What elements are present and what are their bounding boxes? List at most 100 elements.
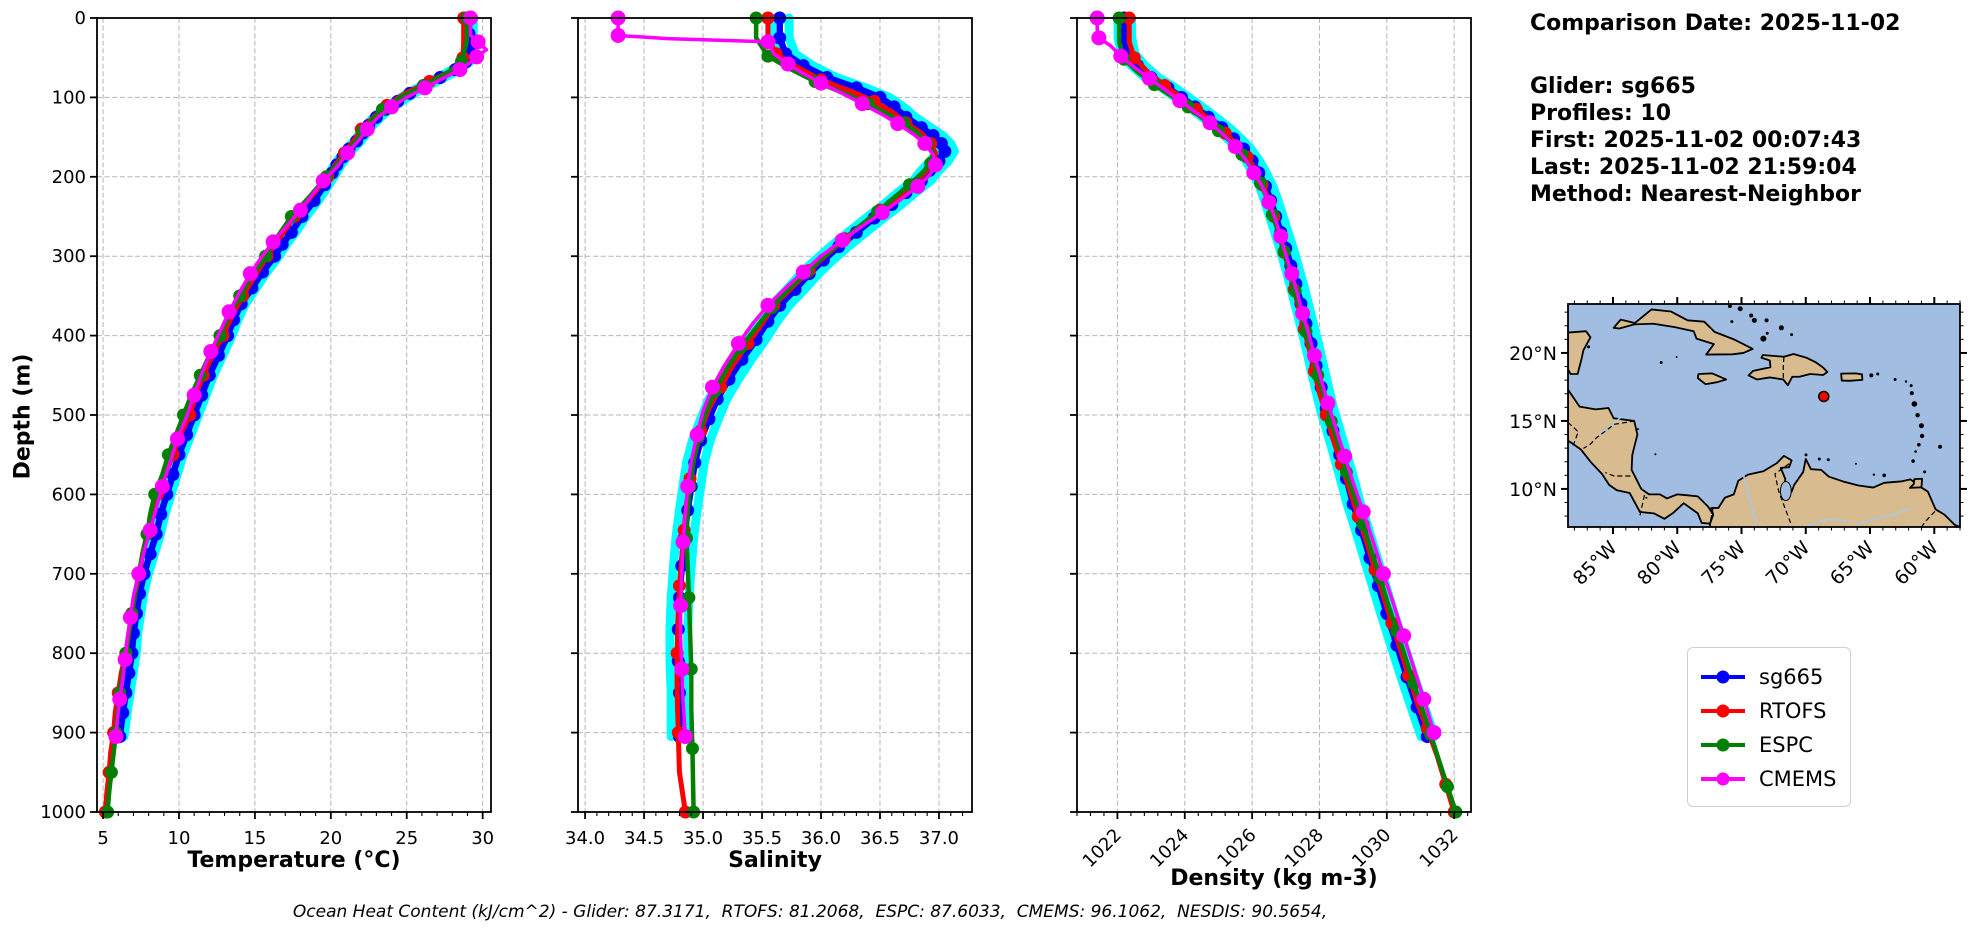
legend-line-marker-icon — [1701, 704, 1745, 718]
island — [1872, 473, 1876, 476]
cmems-marker — [452, 62, 468, 78]
land-polygon — [1709, 454, 1960, 527]
land-polygon — [1747, 353, 1829, 387]
island — [1909, 384, 1913, 388]
cmems-marker — [292, 202, 308, 218]
x-tick-label: 1024 — [1146, 825, 1193, 872]
salinity_profile-chart: 34.0 34.5 35.0 35.5 36.0 36.5 37.0 — [565, 10, 973, 849]
cmems-marker — [1202, 115, 1218, 131]
cmems-marker — [142, 522, 158, 538]
cmems-marker — [169, 431, 185, 447]
cmems-marker — [1320, 395, 1336, 411]
sg665-marker — [938, 144, 952, 158]
cmems-marker — [927, 157, 943, 173]
land-polygon — [1612, 308, 1754, 356]
cmems-marker — [673, 598, 689, 614]
cmems-marker — [1284, 266, 1300, 282]
temperature-axis-label: Temperature (°C) — [187, 848, 401, 873]
salinity-axis-label: Salinity — [728, 848, 822, 873]
island — [1893, 377, 1897, 381]
cmems-marker — [610, 27, 626, 43]
cmems-marker — [203, 343, 219, 359]
lake-maracaibo — [1779, 480, 1792, 501]
island — [1854, 462, 1857, 465]
x-tick-label: 1030 — [1348, 825, 1395, 872]
island — [1751, 317, 1757, 323]
land-polygon — [1840, 372, 1864, 382]
island — [1911, 459, 1915, 463]
sg665-marker — [154, 507, 168, 521]
x-tick-label: 36.0 — [801, 828, 841, 849]
svg-text:1024: 1024 — [1146, 825, 1193, 872]
island — [1764, 318, 1769, 323]
map-frame — [1567, 303, 1961, 528]
cmems-line — [616, 16, 938, 739]
x-tick-label: 20 — [319, 828, 342, 849]
svg-text:1026: 1026 — [1213, 825, 1260, 872]
x-tick-label: 10 — [168, 828, 191, 849]
island — [1727, 304, 1732, 309]
cmems-marker — [469, 49, 485, 65]
cmems-marker — [1273, 228, 1289, 244]
glider-id-text: Glider: sg665 — [1530, 74, 1696, 99]
country-border — [1583, 420, 1635, 449]
x-tick-label: 1026 — [1213, 825, 1260, 872]
sg665-marker — [122, 666, 136, 680]
legend-item-cmems: CMEMS — [1700, 762, 1838, 796]
depth-tick-label: 100 — [52, 87, 86, 108]
island — [1645, 496, 1648, 499]
x-tick-label: 35.5 — [742, 828, 782, 849]
cmems-marker — [1426, 725, 1442, 741]
map-lon-label: 75°W — [1697, 537, 1750, 590]
cmems-marker — [1355, 504, 1371, 520]
espc-marker — [761, 49, 775, 63]
island — [1659, 360, 1663, 364]
island — [1918, 423, 1924, 429]
cmems-marker — [854, 96, 870, 112]
island — [1919, 433, 1925, 439]
cmems-marker — [674, 661, 690, 677]
country-border — [1605, 472, 1631, 477]
x-tick-label: 30 — [471, 828, 494, 849]
cmems-marker — [917, 135, 933, 151]
cmems-marker — [813, 75, 829, 91]
country-border — [1774, 463, 1793, 526]
glider-location-map: 10°N 15°N 20°N 85°W 80°W 75°W 70°W 65°W 60°W — [1509, 297, 1967, 590]
depth-tick-label: 800 — [52, 643, 86, 664]
cmems-marker — [1261, 194, 1277, 210]
island — [1790, 333, 1794, 337]
island — [1869, 373, 1874, 378]
x-tick-label: 1032 — [1415, 825, 1462, 872]
island — [1817, 457, 1821, 461]
cmems-marker — [1396, 628, 1412, 644]
sg665-marker — [166, 468, 180, 482]
country-border — [1709, 507, 1714, 524]
comparison-date-text: Comparison Date: 2025-11-02 — [1530, 11, 1901, 36]
country-border — [1568, 421, 1579, 446]
cmems-marker — [315, 173, 331, 189]
island — [1882, 473, 1886, 478]
temperature_profile-chart: 5 10 15 20 25 3001002003004005006007008009001… — [40, 8, 494, 849]
cmems-marker — [359, 121, 375, 137]
last-profile-time-text: Last: 2025-11-02 21:59:04 — [1530, 155, 1857, 180]
cmems-marker — [780, 56, 796, 72]
cmems-marker — [1113, 48, 1129, 64]
svg-text:60°W: 60°W — [1890, 537, 1943, 590]
cmems-marker — [340, 145, 356, 161]
cmems-marker — [730, 336, 746, 352]
svg-text:1028: 1028 — [1281, 825, 1328, 872]
cmems-marker — [1227, 139, 1243, 155]
legend-item-espc: ESPC — [1700, 728, 1838, 762]
legend-item-sg665: sg665 — [1700, 660, 1838, 694]
map-lon-label: 80°W — [1633, 537, 1686, 590]
legend-item-rtofs: RTOFS — [1700, 694, 1838, 728]
cmems-marker — [242, 266, 258, 282]
cmems-marker — [221, 304, 237, 320]
first-profile-time-text: First: 2025-11-02 00:07:43 — [1530, 128, 1862, 153]
river — [1808, 518, 1848, 527]
island — [1911, 401, 1918, 407]
island — [1765, 331, 1769, 335]
cmems-marker — [704, 379, 720, 395]
